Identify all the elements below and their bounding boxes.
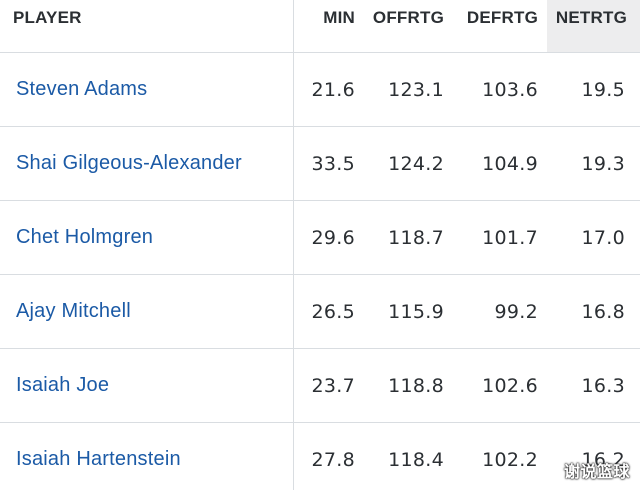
player-link[interactable]: Chet Holmgren: [0, 200, 294, 275]
column-header-min-label: MIN: [323, 8, 355, 27]
netrtg-cell: 16.8: [547, 274, 640, 349]
defrtg-cell: 102.2: [453, 422, 547, 490]
defrtg-cell: 104.9: [453, 126, 547, 201]
column-header-defrtg-label: DEFRTG: [466, 8, 538, 27]
table-row: Chet Holmgren 29.6 118.7 101.7 17.0: [0, 200, 640, 275]
defrtg-cell: 101.7: [453, 200, 547, 275]
column-header-player-label: PLAYER: [13, 8, 82, 27]
min-cell: 29.6: [293, 200, 364, 275]
min-cell: 27.8: [293, 422, 364, 490]
column-header-player[interactable]: PLAYER: [0, 0, 294, 53]
player-link[interactable]: Shai Gilgeous-Alexander: [0, 126, 294, 201]
offrtg-cell: 118.8: [364, 348, 453, 423]
offrtg-cell: 123.1: [364, 52, 453, 127]
offrtg-cell: 118.4: [364, 422, 453, 490]
netrtg-cell: 17.0: [547, 200, 640, 275]
defrtg-cell: 102.6: [453, 348, 547, 423]
player-link[interactable]: Steven Adams: [0, 52, 294, 127]
column-header-netrtg[interactable]: NETRTG: [547, 0, 640, 53]
netrtg-cell: 16.3: [547, 348, 640, 423]
offrtg-cell: 115.9: [364, 274, 453, 349]
table-header: PLAYER MIN OFFRTG DEFRTG NETRTG: [0, 0, 640, 53]
offrtg-cell: 124.2: [364, 126, 453, 201]
min-cell: 23.7: [293, 348, 364, 423]
column-header-netrtg-label: NETRTG: [555, 8, 627, 27]
column-header-offrtg-label: OFFRTG: [372, 8, 444, 27]
header-row: PLAYER MIN OFFRTG DEFRTG NETRTG: [0, 0, 640, 53]
netrtg-cell: 19.3: [547, 126, 640, 201]
player-link[interactable]: Isaiah Joe: [0, 348, 294, 423]
table-body: Steven Adams 21.6 123.1 103.6 19.5 Shai …: [0, 52, 640, 490]
min-cell: 26.5: [293, 274, 364, 349]
min-cell: 21.6: [293, 52, 364, 127]
min-cell: 33.5: [293, 126, 364, 201]
defrtg-cell: 99.2: [453, 274, 547, 349]
defrtg-cell: 103.6: [453, 52, 547, 127]
player-link[interactable]: Ajay Mitchell: [0, 274, 294, 349]
player-link[interactable]: Isaiah Hartenstein: [0, 422, 294, 490]
table-row: Isaiah Hartenstein 27.8 118.4 102.2 16.2: [0, 422, 640, 490]
offrtg-cell: 118.7: [364, 200, 453, 275]
table-row: Steven Adams 21.6 123.1 103.6 19.5: [0, 52, 640, 127]
table-row: Shai Gilgeous-Alexander 33.5 124.2 104.9…: [0, 126, 640, 201]
column-header-min[interactable]: MIN: [293, 0, 364, 53]
table-row: Ajay Mitchell 26.5 115.9 99.2 16.8: [0, 274, 640, 349]
column-header-offrtg[interactable]: OFFRTG: [364, 0, 453, 53]
table-row: Isaiah Joe 23.7 118.8 102.6 16.3: [0, 348, 640, 423]
watermark: 谢说篮球: [563, 462, 630, 481]
netrtg-cell: 16.2: [547, 422, 640, 490]
netrtg-cell: 19.5: [547, 52, 640, 127]
column-header-defrtg[interactable]: DEFRTG: [453, 0, 547, 53]
